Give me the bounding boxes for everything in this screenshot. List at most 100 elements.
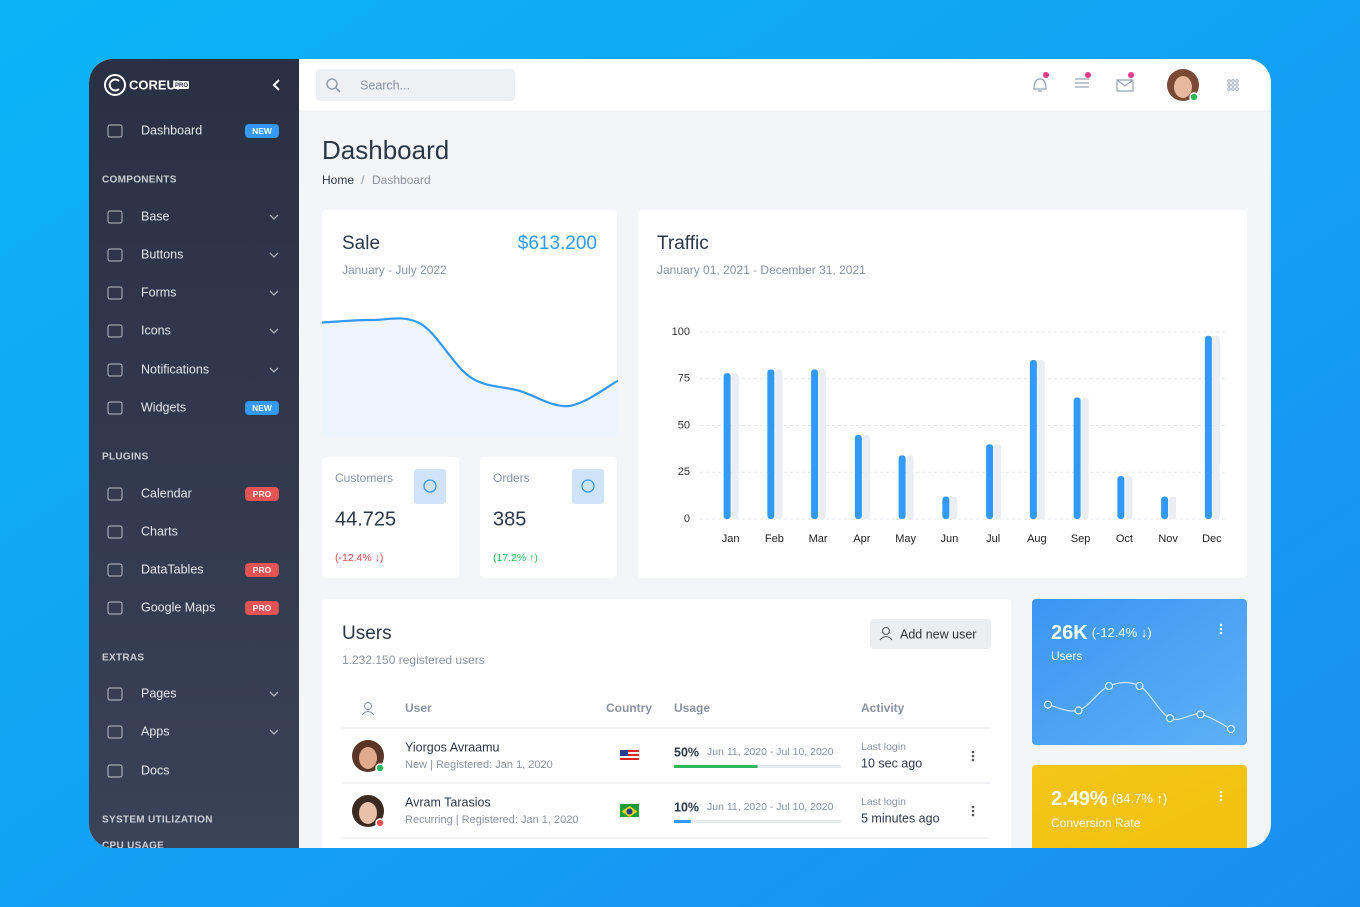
bar bbox=[1161, 496, 1169, 519]
nav-heading: COMPONENTS bbox=[102, 175, 177, 186]
nav-item[interactable]: Pages bbox=[107, 686, 279, 701]
x-tick-label: Oct bbox=[1116, 533, 1133, 545]
nav-item[interactable]: Buttons bbox=[107, 247, 279, 262]
user-row[interactable]: Avram Tarasios Recurring | Registered: Ja… bbox=[352, 795, 975, 828]
bar bbox=[854, 434, 862, 519]
user-avatar[interactable] bbox=[1167, 69, 1199, 102]
stat-value: 385 bbox=[493, 508, 526, 530]
bar bbox=[1117, 475, 1125, 519]
activity-label: Last login bbox=[861, 741, 906, 753]
bar bbox=[898, 455, 906, 519]
sale-amount: $613.200 bbox=[518, 233, 597, 254]
nav-item[interactable]: Notifications bbox=[107, 362, 279, 377]
x-tick-label: Aug bbox=[1027, 533, 1047, 545]
bar bbox=[906, 455, 914, 519]
nav-item[interactable]: DataTables PRO bbox=[107, 562, 279, 577]
card-title: Traffic bbox=[657, 233, 709, 254]
nav-label: Forms bbox=[141, 285, 176, 299]
nav-chevron bbox=[269, 214, 279, 220]
user-meta: New | Registered: Jan 1, 2020 bbox=[405, 759, 553, 771]
nav-label: Widgets bbox=[141, 400, 186, 414]
nav-icon bbox=[107, 248, 123, 262]
bar bbox=[1081, 397, 1089, 519]
nav-chevron bbox=[269, 290, 279, 296]
flag-globe bbox=[626, 808, 633, 815]
apps-dot bbox=[1231, 83, 1235, 87]
card-subtitle: January 01, 2021 - December 31, 2021 bbox=[657, 263, 866, 277]
nav-item[interactable]: Base bbox=[107, 209, 279, 224]
nav-item[interactable]: Apps bbox=[107, 724, 279, 739]
flag-stripe bbox=[620, 758, 639, 760]
notifications-button[interactable] bbox=[1033, 72, 1049, 92]
apps-dot bbox=[1227, 83, 1231, 87]
nav-icon bbox=[107, 601, 123, 615]
nav-item[interactable]: Widgets NEW bbox=[107, 400, 279, 415]
bar bbox=[986, 444, 994, 519]
avatar-face bbox=[1174, 76, 1192, 98]
y-tick-label: 0 bbox=[684, 513, 690, 525]
collapse-toggle[interactable] bbox=[272, 79, 280, 91]
bar bbox=[1125, 475, 1133, 519]
tasks-button[interactable] bbox=[1075, 72, 1091, 88]
row-menu-dot bbox=[971, 805, 975, 809]
card-subtitle: 1.232.150 registered users bbox=[342, 653, 485, 667]
nav-icon bbox=[107, 363, 123, 377]
user-meta: Recurring | Registered: Jan 1, 2020 bbox=[405, 814, 578, 826]
card-title: Users bbox=[342, 623, 392, 644]
apps-menu[interactable] bbox=[1227, 79, 1239, 91]
nav-badge-bg bbox=[245, 601, 279, 615]
bar bbox=[819, 369, 827, 519]
menu-dot bbox=[1219, 790, 1223, 794]
widget-change: (-12.4% ↓) bbox=[1092, 625, 1152, 640]
brand: COREUI bbox=[129, 77, 180, 92]
nav-icon bbox=[107, 210, 123, 224]
page-title: Dashboard bbox=[322, 135, 449, 165]
nav-item[interactable]: Icons bbox=[107, 323, 279, 338]
bar bbox=[731, 373, 739, 519]
nav-icon bbox=[107, 725, 123, 739]
bar bbox=[950, 496, 958, 519]
menu-dot bbox=[1219, 631, 1223, 635]
nav-icon bbox=[107, 764, 123, 778]
flag-stripe bbox=[620, 750, 639, 752]
nav-label: Google Maps bbox=[141, 600, 215, 614]
stat-label: Orders bbox=[493, 471, 530, 485]
x-tick-label: Mar bbox=[809, 533, 828, 545]
widget-menu[interactable] bbox=[1219, 623, 1223, 635]
bar bbox=[1037, 360, 1045, 519]
nav-item[interactable]: Docs bbox=[107, 763, 169, 778]
nav-badge-bg bbox=[245, 124, 279, 138]
stat-icon bbox=[581, 479, 595, 493]
usage-percent: 50% bbox=[674, 745, 699, 759]
widget-menu[interactable] bbox=[1219, 790, 1223, 802]
column-header: Country bbox=[606, 701, 652, 715]
conversion-widget bbox=[1032, 765, 1247, 848]
row-menu-dot bbox=[971, 758, 975, 762]
x-tick-label: Feb bbox=[765, 533, 784, 545]
nav-item[interactable]: Forms bbox=[107, 285, 279, 300]
apps-dot bbox=[1235, 87, 1239, 91]
nav-chevron bbox=[269, 729, 279, 735]
user-row[interactable]: Yiorgos Avraamu New | Registered: Jan 1, … bbox=[352, 740, 975, 773]
nav-label: Base bbox=[141, 209, 170, 223]
x-tick-label: Sep bbox=[1071, 533, 1091, 545]
nav-item[interactable]: Google Maps PRO bbox=[107, 600, 279, 615]
row-menu-dot bbox=[971, 813, 975, 817]
bar bbox=[1073, 397, 1081, 519]
users-widget bbox=[1032, 599, 1247, 745]
nav-item[interactable]: Dashboard NEW bbox=[107, 123, 279, 138]
add-user-button[interactable]: Add new user bbox=[870, 619, 991, 649]
nav-label: Buttons bbox=[141, 247, 183, 261]
nav-item[interactable]: Charts bbox=[107, 524, 178, 539]
apps-dot bbox=[1235, 79, 1239, 83]
bar bbox=[862, 434, 870, 519]
messages-button[interactable] bbox=[1116, 72, 1134, 92]
button-label: Add new user bbox=[900, 627, 976, 641]
nav-label: Apps bbox=[141, 724, 170, 738]
search-box[interactable]: Search... bbox=[316, 69, 515, 101]
nav-item[interactable]: Calendar PRO bbox=[107, 486, 279, 501]
user-status bbox=[375, 818, 385, 828]
apps-dot bbox=[1227, 87, 1231, 91]
bar bbox=[723, 373, 731, 519]
